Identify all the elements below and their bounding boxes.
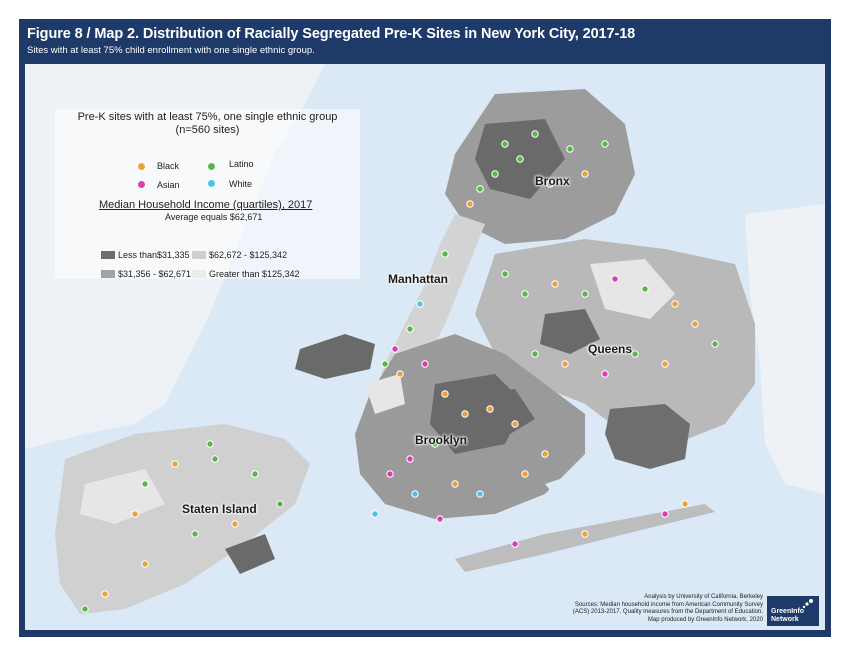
legend-income-subtitle: Average equals $62,671 (165, 212, 263, 222)
queens-area (475, 239, 755, 444)
label-manhattan: Manhattan (388, 272, 448, 286)
site-dots (81, 130, 719, 613)
legend-item-asian: Asian (157, 180, 180, 190)
label-brooklyn: Brooklyn (415, 433, 468, 447)
label-bronx: Bronx (535, 174, 570, 188)
logo-line-1: GreenInfo (771, 608, 805, 615)
staten-island-area (55, 424, 310, 614)
legend-income-upper-mid: $62,672 - $125,342 (209, 250, 288, 260)
airport-area (605, 404, 690, 469)
legend-item-white: White (229, 179, 253, 189)
figure-title: Figure 8 / Map 2. Distribution of Racial… (27, 26, 636, 42)
legend-item-latino: Latino (229, 159, 254, 169)
jamaica-bay (545, 459, 695, 514)
legend-item-black: Black (157, 161, 180, 171)
logo-line-2: Network (771, 616, 799, 623)
income-swatch-upper-mid (192, 251, 206, 259)
legend-income-high: Greater than $125,342 (209, 269, 300, 279)
black-dot-icon (137, 162, 146, 171)
label-queens: Queens (588, 342, 633, 356)
credits-line-4: Map produced by GreenInfo Network, 2020 (647, 616, 763, 623)
legend-income-title: Median Household Income (quartiles), 201… (99, 199, 313, 211)
credits: Analysis by University of California, Be… (573, 594, 763, 624)
figure-subtitle: Sites with at least 75% child enrollment… (27, 45, 315, 56)
income-swatch-low (101, 251, 115, 259)
credits-line-3: (ACS) 2013-2017. Quality measures from t… (572, 609, 763, 615)
logo-mark-icon (802, 599, 813, 609)
credits-line-1: Analysis by University of California, Be… (644, 594, 763, 600)
legend-backdrop (55, 109, 360, 279)
label-staten-island: Staten Island (182, 502, 257, 516)
map-canvas[interactable]: Bronx Manhattan Queens Brooklyn Staten I… (25, 64, 825, 630)
legend-income-lower-mid: $31,356 - $62,671 (118, 269, 192, 279)
map-svg (25, 64, 825, 614)
legend-segregation-title: Pre-K sites with at least 75%, one singl… (77, 111, 338, 136)
income-swatch-lower-mid (101, 270, 115, 278)
latino-dot-icon (207, 162, 216, 171)
rockaway-area (455, 504, 715, 572)
income-swatch-high (192, 270, 206, 278)
white-dot-icon (207, 179, 216, 188)
greeninfo-logo: GreenInfo Network (767, 596, 819, 626)
nassau-land (745, 204, 825, 494)
low-income-tracts (225, 119, 600, 574)
figure-frame: Figure 8 / Map 2. Distribution of Racial… (19, 19, 831, 637)
credits-line-2: Sources: Median household income from Am… (574, 601, 763, 608)
asian-dot-icon (137, 180, 146, 189)
legend-income-low: Less than$31,335 (118, 250, 190, 260)
